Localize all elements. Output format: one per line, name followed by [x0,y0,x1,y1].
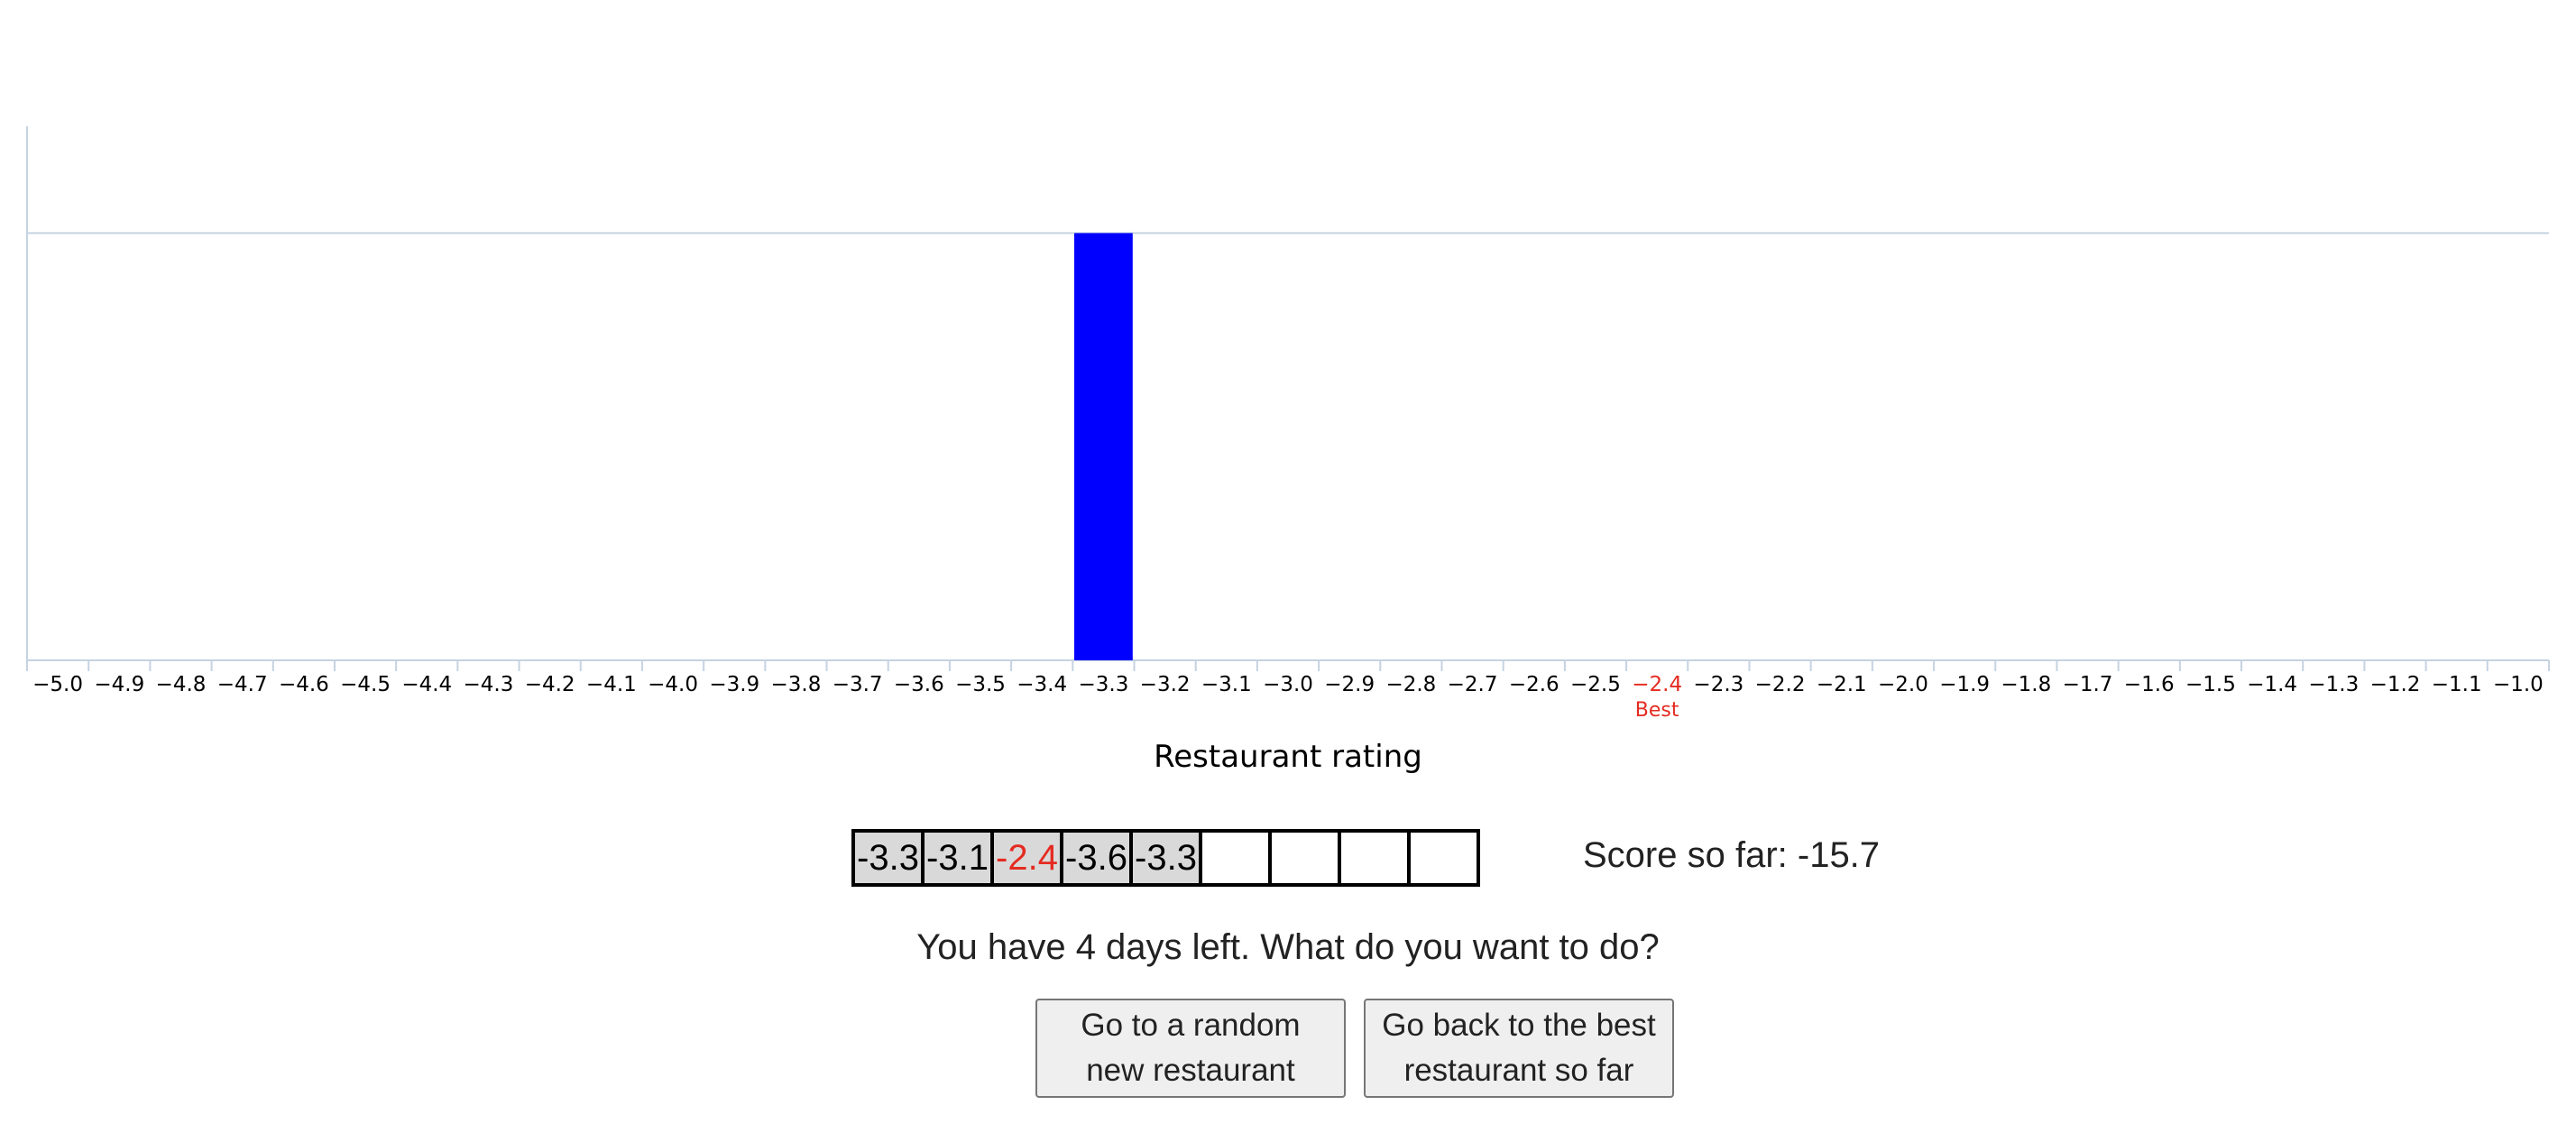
x-tick-label: −4.1 [586,673,637,696]
x-tick-label: −1.8 [2001,673,2051,696]
x-tick-label: −2.6 [1509,673,1559,696]
x-tick-label: −3.2 [1140,673,1191,696]
x-tick-label: −1.2 [2370,673,2421,696]
x-tick-label: −2.4 [1632,673,1682,696]
x-tick-label: −4.9 [94,673,144,696]
x-tick-label: −4.3 [464,673,514,696]
best-button-line1: Go back to the best [1382,1008,1656,1043]
history-cell-empty [1202,833,1272,883]
x-tick-label: −4.5 [340,673,391,696]
x-tick-label: −4.4 [401,673,452,696]
x-tick-label: −1.9 [1939,673,1990,696]
rating-history: -3.3 -3.1 -2.4 -3.6 -3.3 [851,829,1480,887]
x-tick-label: −3.5 [955,673,1006,696]
x-tick-label: −1.4 [2247,673,2297,696]
history-cell-empty [1272,833,1341,883]
history-cell: -2.4 [994,833,1063,883]
history-cell: -3.6 [1063,833,1133,883]
x-tick-label: −5.0 [32,673,83,696]
x-tick-label: −3.0 [1263,673,1313,696]
x-tick-label: −4.7 [217,673,268,696]
x-tick-label: −2.9 [1324,673,1375,696]
x-axis-title: Restaurant rating [1154,739,1422,775]
x-tick-label: −4.2 [525,673,575,696]
x-tick-label: −2.0 [1878,673,1928,696]
history-cell: -3.3 [855,833,925,883]
x-tick-label: −4.6 [279,673,329,696]
x-tick-label: −2.7 [1448,673,1498,696]
x-tick-label: −1.6 [2124,673,2175,696]
x-tick-label: −3.1 [1201,673,1252,696]
history-cell-empty [1341,833,1411,883]
x-ticks: −5.0 −4.9 −4.8 −4.7 −4.6 −4.5 −4.4 −4.3 −4.2 −4.1… [26,660,2550,696]
random-restaurant-button[interactable]: Go to a random new restaurant [1035,999,1346,1098]
history-cell: -3.1 [925,833,994,883]
x-tick-label: −1.7 [2063,673,2113,696]
history-cell: -3.3 [1133,833,1202,883]
x-tick-label: −3.6 [894,673,944,696]
x-tick-label: −1.1 [2432,673,2482,696]
x-tick-label: −4.8 [156,673,207,696]
x-tick-label: −3.3 [1078,673,1128,696]
random-button-line2: new restaurant [1086,1053,1295,1088]
best-tag: Best [1635,699,1679,722]
x-tick-label: −1.0 [2493,673,2544,696]
x-tick-label: −3.4 [1017,673,1067,696]
x-tick-label: −2.1 [1817,673,1867,696]
x-tick-label: −3.9 [709,673,759,696]
days-left-prompt: You have 4 days left. What do you want t… [916,927,1660,967]
x-tick-label: −1.5 [2185,673,2236,696]
score-so-far: Score so far: -15.7 [1583,835,1881,875]
histogram-bar [1074,233,1133,660]
x-tick-label: −2.5 [1570,673,1621,696]
x-tick-label: −2.2 [1755,673,1806,696]
x-tick-label: −1.3 [2308,673,2359,696]
x-tick-label: −3.8 [771,673,822,696]
x-tick-label: −4.0 [648,673,698,696]
history-cell-empty [1411,833,1480,883]
random-button-line1: Go to a random [1081,1008,1301,1043]
x-tick-label: −2.8 [1385,673,1436,696]
bars [1074,233,1133,660]
best-restaurant-button[interactable]: Go back to the best restaurant so far [1364,999,1674,1098]
rating-histogram: −5.0 −4.9 −4.8 −4.7 −4.6 −4.5 −4.4 −4.3 −4.2 −4.1… [26,126,2550,775]
best-button-line2: restaurant so far [1403,1053,1634,1088]
x-tick-label: −2.3 [1693,673,1743,696]
x-tick-label: −3.7 [833,673,883,696]
